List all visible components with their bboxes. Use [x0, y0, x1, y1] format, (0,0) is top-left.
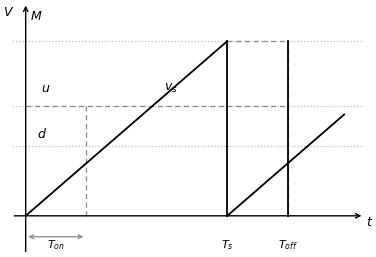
Text: $T_{off}$: $T_{off}$: [278, 239, 298, 252]
Text: $d$: $d$: [37, 127, 47, 141]
Text: $T_{on}$: $T_{on}$: [47, 239, 65, 252]
Text: $u$: $u$: [41, 82, 50, 95]
Text: $M$: $M$: [30, 10, 42, 23]
Text: $T_s$: $T_s$: [221, 239, 233, 252]
Text: $V$: $V$: [3, 6, 15, 19]
Text: $t$: $t$: [366, 216, 374, 229]
Text: $v_s$: $v_s$: [164, 82, 178, 95]
